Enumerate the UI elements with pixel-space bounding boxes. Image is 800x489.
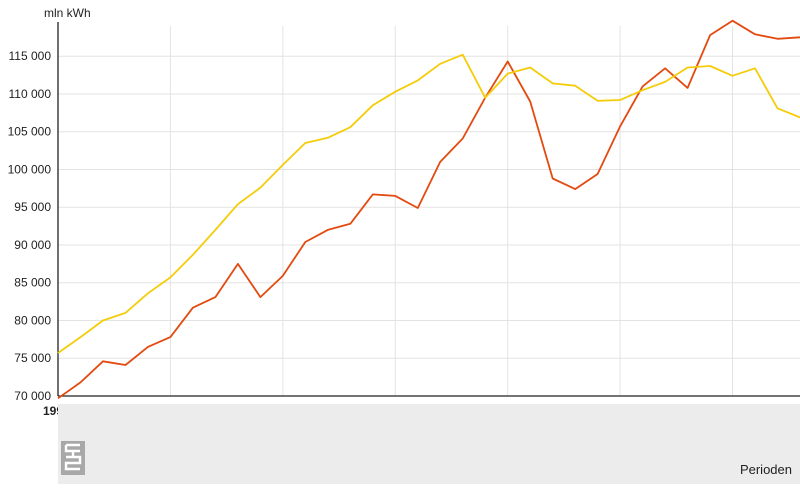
x-axis-label: Perioden xyxy=(740,462,792,477)
y-tick-label: 85 000 xyxy=(14,276,51,290)
y-tick-label: 95 000 xyxy=(14,200,51,214)
y-tick-label: 90 000 xyxy=(14,238,51,252)
cbs-logo-icon xyxy=(61,441,85,475)
series-line-2 xyxy=(57,53,800,354)
y-tick-label: 80 000 xyxy=(14,313,51,327)
y-tick-label: 105 000 xyxy=(8,125,52,139)
gridlines xyxy=(58,26,800,396)
axes xyxy=(57,22,800,397)
y-tick-label: 75 000 xyxy=(14,351,51,365)
series-layer xyxy=(57,19,800,400)
series-line-1 xyxy=(57,19,800,400)
tick-labels: 70 000 75 000 80 000 85 000 90 000 95 000 100 … xyxy=(8,49,800,418)
y-tick-label: 70 000 xyxy=(14,389,51,403)
y-axis-unit-label: mln kWh xyxy=(44,6,91,20)
footer-band xyxy=(58,404,800,484)
y-tick-label: 115 000 xyxy=(9,49,52,63)
y-tick-label: 110 000 xyxy=(9,87,52,101)
y-tick-label: 100 000 xyxy=(8,162,52,176)
